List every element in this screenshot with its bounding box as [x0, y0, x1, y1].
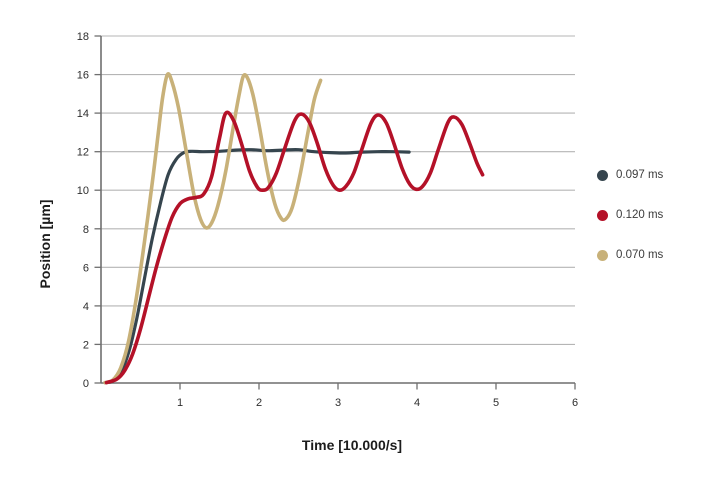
legend-label: 0.070 ms — [616, 249, 664, 261]
x-tick-label-5: 5 — [493, 397, 499, 409]
series-line-0120ms — [104, 110, 485, 385]
x-tick-label-6: 6 — [572, 397, 578, 409]
y-tick-label-12: 12 — [77, 147, 89, 159]
x-tick-label-2: 2 — [256, 397, 262, 409]
legend-item-2: 0.070 ms — [597, 249, 663, 261]
x-tick-label-1: 1 — [177, 397, 183, 409]
x-axis-title: Time [10.000/s] — [301, 437, 403, 453]
y-tick-label-4: 4 — [83, 301, 89, 313]
x-tick-label-3: 3 — [335, 397, 341, 409]
y-tick-label-16: 16 — [77, 70, 89, 82]
legend-color-dot — [597, 249, 608, 261]
y-tick-label-0: 0 — [83, 378, 89, 390]
x-tick-label-4: 4 — [414, 397, 420, 409]
legend-item-0: 0.097 ms — [597, 169, 663, 181]
y-tick-label-6: 6 — [83, 262, 89, 274]
legend-label: 0.097 ms — [616, 169, 664, 181]
y-tick-label-18: 18 — [77, 31, 89, 43]
y-axis-title: Position [µm] — [37, 199, 53, 289]
legend-item-1: 0.120 ms — [597, 209, 663, 221]
y-tick-label-2: 2 — [83, 339, 89, 351]
legend-color-dot — [597, 169, 608, 181]
legend-label: 0.120 ms — [616, 209, 664, 221]
legend-color-dot — [597, 209, 608, 221]
series-line-0097ms — [103, 148, 411, 385]
y-tick-label-14: 14 — [77, 108, 89, 120]
y-tick-label-10: 10 — [77, 185, 89, 197]
y-tick-label-8: 8 — [83, 224, 89, 236]
legend: 0.097 ms 0.120 ms 0.070 ms — [597, 169, 663, 289]
series-line-0070ms — [103, 72, 323, 385]
